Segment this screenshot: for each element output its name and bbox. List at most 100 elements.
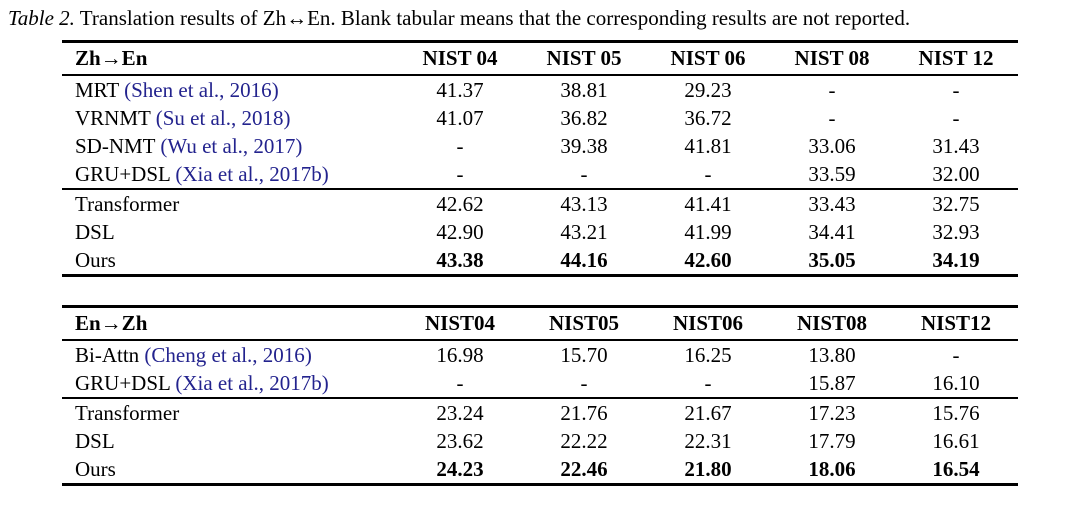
column-header-nist04: NIST04 <box>398 306 522 341</box>
citation-link[interactable]: Cheng et al., 2016 <box>139 343 312 367</box>
table-row-biattn: Bi-AttnCheng et al., 2016 16.98 15.70 16… <box>62 340 1018 369</box>
method-cell: VRNMTSu et al., 2018 <box>62 104 398 132</box>
score-cell: 22.31 <box>684 429 732 453</box>
model-group: Transformer 23.24 21.76 21.67 17.23 15.7… <box>62 397 1018 485</box>
column-header-nist04: NIST 04 <box>398 41 522 76</box>
score-cell: 36.82 <box>560 106 608 130</box>
paper-table-figure: Table 2. Translation results of Zh↔En. B… <box>0 5 1080 509</box>
column-header-nist05: NIST 05 <box>522 41 646 76</box>
score-cell: 32.75 <box>894 188 1018 218</box>
table-row-vrnmt: VRNMTSu et al., 2018 41.07 36.82 36.72 -… <box>62 104 1018 132</box>
method-cell: Ours <box>75 457 116 481</box>
score-cell: 22.46 <box>560 457 608 481</box>
method-name: SD-NMT <box>75 134 156 158</box>
score-cell: 21.76 <box>522 397 646 427</box>
score-cell: 32.00 <box>932 162 980 186</box>
score-cell: 15.70 <box>560 343 608 367</box>
score-cell: 43.21 <box>560 220 608 244</box>
column-header-nist06: NIST 06 <box>646 41 770 76</box>
table-row-transformer: Transformer 42.62 43.13 41.41 33.43 32.7… <box>62 188 1018 218</box>
score-cell: 36.72 <box>684 106 732 130</box>
score-cell: 35.05 <box>808 248 856 272</box>
score-cell: 17.23 <box>770 397 894 427</box>
table-row-grudsl: GRU+DSLXia et al., 2017b - - - 15.87 16.… <box>62 369 1018 398</box>
score-cell: 32.93 <box>932 220 980 244</box>
score-cell: 43.38 <box>436 248 484 272</box>
table-row-dsl: DSL 42.90 43.21 41.99 34.41 32.93 <box>62 218 1018 246</box>
score-cell: 41.41 <box>646 188 770 218</box>
method-cell: MRTShen et al., 2016 <box>62 75 398 104</box>
score-cell: 34.19 <box>932 248 980 272</box>
table-caption: Table 2. Translation results of Zh↔En. B… <box>8 5 1076 31</box>
column-header-nist05: NIST05 <box>522 306 646 341</box>
score-cell: 23.62 <box>436 429 484 453</box>
score-cell: 23.24 <box>398 397 522 427</box>
score-cell: 18.06 <box>808 457 856 481</box>
caption-label: Table 2. <box>8 6 75 30</box>
zh-en-results-table: Zh→En NIST 04 NIST 05 NIST 06 NIST 08 NI… <box>62 40 1018 277</box>
method-cell: Transformer <box>62 188 398 218</box>
score-cell: 44.16 <box>560 248 608 272</box>
method-name: GRU+DSL <box>75 371 171 395</box>
score-cell: - <box>952 78 960 102</box>
score-cell: - <box>580 162 588 186</box>
baseline-group: MRTShen et al., 2016 41.37 38.81 29.23 -… <box>62 75 1018 189</box>
score-cell: 33.43 <box>770 188 894 218</box>
citation-link[interactable]: Shen et al., 2016 <box>119 78 279 102</box>
score-cell: 16.98 <box>436 343 484 367</box>
score-cell: - <box>456 134 464 158</box>
method-cell: Ours <box>75 248 116 272</box>
score-cell: 42.62 <box>398 188 522 218</box>
table-row-mrt: MRTShen et al., 2016 41.37 38.81 29.23 -… <box>62 75 1018 104</box>
citation-link[interactable]: Wu et al., 2017 <box>155 134 302 158</box>
header-row: En→Zh NIST04 NIST05 NIST06 NIST08 NIST12 <box>62 306 1018 341</box>
score-cell: 29.23 <box>684 78 732 102</box>
citation-link[interactable]: Su et al., 2018 <box>150 106 290 130</box>
method-name: Bi-Attn <box>75 343 140 367</box>
citation-link[interactable]: Xia et al., 2017b <box>170 371 329 395</box>
score-cell: 33.06 <box>808 134 856 158</box>
score-cell: 17.79 <box>808 429 856 453</box>
column-header-nist12: NIST12 <box>894 306 1018 341</box>
score-cell: - <box>952 343 960 367</box>
table-row-grudsl: GRU+DSLXia et al., 2017b - - - 33.59 32.… <box>62 160 1018 189</box>
score-cell: 39.38 <box>560 134 608 158</box>
method-name: MRT <box>75 78 119 102</box>
score-cell: - <box>456 162 464 186</box>
score-cell: 41.99 <box>684 220 732 244</box>
score-cell: - <box>704 162 712 186</box>
score-cell: 41.07 <box>436 106 484 130</box>
citation-link[interactable]: Xia et al., 2017b <box>170 162 329 186</box>
method-cell: DSL <box>75 220 115 244</box>
score-cell: - <box>580 371 588 395</box>
score-cell: 16.61 <box>932 429 980 453</box>
en-zh-results-table: En→Zh NIST04 NIST05 NIST06 NIST08 NIST12… <box>62 305 1018 486</box>
method-cell: GRU+DSLXia et al., 2017b <box>62 160 398 189</box>
column-header-nist08: NIST08 <box>770 306 894 341</box>
direction-header: En→Zh <box>62 306 398 341</box>
table-row-sdnmt: SD-NMTWu et al., 2017 - 39.38 41.81 33.0… <box>62 132 1018 160</box>
method-name: GRU+DSL <box>75 162 171 186</box>
table-row-transformer: Transformer 23.24 21.76 21.67 17.23 15.7… <box>62 397 1018 427</box>
method-cell: GRU+DSLXia et al., 2017b <box>62 369 398 398</box>
column-header-nist12: NIST 12 <box>894 41 1018 76</box>
score-cell: 38.81 <box>560 78 608 102</box>
score-cell: - <box>952 106 960 130</box>
score-cell: 21.67 <box>646 397 770 427</box>
score-cell: - <box>456 371 464 395</box>
column-header-nist06: NIST06 <box>646 306 770 341</box>
method-cell: SD-NMTWu et al., 2017 <box>62 132 398 160</box>
score-cell: - <box>704 371 712 395</box>
caption-text: Translation results of Zh↔En. Blank tabu… <box>79 6 911 30</box>
score-cell: 24.23 <box>436 457 484 481</box>
column-header-nist08: NIST 08 <box>770 41 894 76</box>
table-row-ours: Ours 24.23 22.46 21.80 18.06 16.54 <box>62 455 1018 485</box>
score-cell: 42.90 <box>436 220 484 244</box>
score-cell: 13.80 <box>808 343 856 367</box>
header-row: Zh→En NIST 04 NIST 05 NIST 06 NIST 08 NI… <box>62 41 1018 76</box>
table-row-ours: Ours 43.38 44.16 42.60 35.05 34.19 <box>62 246 1018 276</box>
score-cell: 16.10 <box>932 371 980 395</box>
score-cell: 31.43 <box>932 134 980 158</box>
method-name: VRNMT <box>75 106 151 130</box>
score-cell: 21.80 <box>684 457 732 481</box>
